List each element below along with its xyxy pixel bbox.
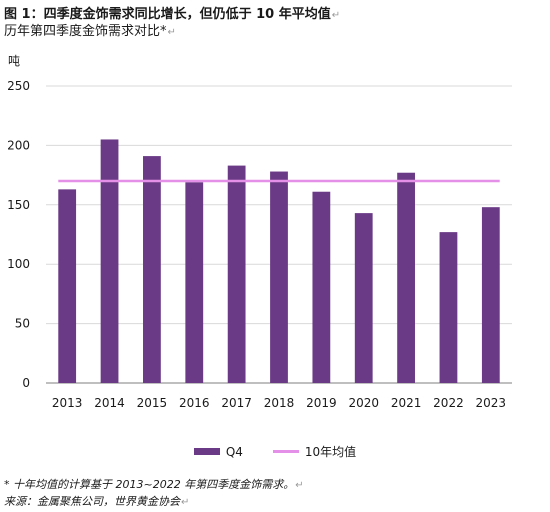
- x-tick-label: 2022: [433, 396, 464, 410]
- legend-swatch-bar: [193, 448, 220, 455]
- chart-subtitle: 历年第四季度金饰需求对比*↵: [4, 24, 176, 39]
- x-tick-label: 2014: [94, 396, 125, 410]
- x-tick-label: 2019: [306, 396, 337, 410]
- legend-label-average: 10年均值: [304, 445, 357, 459]
- y-tick-label: 200: [7, 138, 30, 152]
- x-tick-label: 2013: [52, 396, 83, 410]
- y-tick-label: 150: [7, 198, 30, 212]
- y-axis-unit-label: 吨: [8, 54, 21, 68]
- bar-2015: [143, 156, 161, 383]
- footnote-average: * 十年均值的计算基于 2013~2022 年第四季度金饰需求。↵: [4, 478, 304, 491]
- bar-2014: [100, 139, 119, 383]
- y-tick-label: 100: [7, 257, 30, 271]
- bar-2016: [185, 182, 204, 383]
- bar-2017: [227, 165, 246, 383]
- bar-2019: [312, 191, 331, 383]
- bar-2021: [397, 172, 415, 383]
- x-tick-label: 2023: [476, 396, 507, 410]
- legend-item-q4: Q4: [193, 443, 243, 460]
- legend-item-average: 10年均值: [272, 443, 357, 460]
- paragraph-mark-icon: ↵: [295, 480, 304, 491]
- x-axis-ticks: 2013 2014 2015 2016 2017 2018 2019 2020 2021 2022…: [52, 396, 506, 410]
- footnote-source: 来源：金属聚焦公司，世界黄金协会↵: [4, 495, 190, 508]
- paragraph-mark-icon: ↵: [181, 497, 190, 508]
- bar-2022: [439, 232, 458, 383]
- bar-2018: [270, 171, 288, 383]
- y-tick-label: 50: [15, 317, 30, 331]
- x-tick-label: 2016: [179, 396, 210, 410]
- legend-label-q4: Q4: [225, 444, 243, 459]
- x-tick-label: 2020: [348, 396, 379, 410]
- x-tick-label: 2021: [391, 396, 422, 410]
- paragraph-mark-icon: ↵: [167, 27, 176, 38]
- bar-2023: [481, 207, 500, 383]
- bar-2013: [58, 189, 77, 383]
- y-tick-label: 0: [22, 376, 30, 390]
- x-tick-label: 2017: [221, 396, 252, 410]
- bars: [58, 139, 500, 383]
- bar-2020: [354, 213, 373, 383]
- y-axis-ticks: 0 50 100 150 200 250: [7, 79, 30, 390]
- bar-chart: 0 50 100 150 200 250 2013 2014 2015 2016 2017 2018…: [7, 79, 512, 410]
- legend-swatch-line: [272, 450, 299, 453]
- paragraph-mark-icon: ↵: [331, 10, 341, 21]
- chart-title: 图 1：四季度金饰需求同比增长，但仍低于 10 年平均值↵: [4, 7, 341, 22]
- legend: Q4 10年均值: [0, 443, 550, 460]
- x-tick-label: 2015: [137, 396, 168, 410]
- y-tick-label: 250: [7, 79, 30, 93]
- x-tick-label: 2018: [264, 396, 295, 410]
